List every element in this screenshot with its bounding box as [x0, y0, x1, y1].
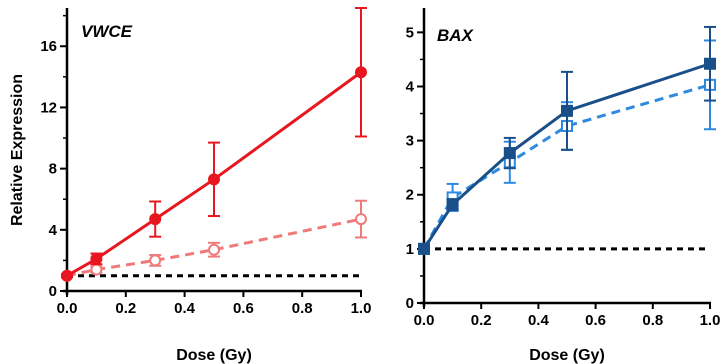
- data-series: [61, 199, 367, 282]
- y-tick-label: 12: [40, 99, 57, 116]
- data-point: [503, 147, 516, 160]
- x-axis-label-vwce: Dose (Gy): [176, 347, 252, 364]
- panel-title-vwce: VWCE: [81, 22, 133, 41]
- data-point: [149, 213, 162, 226]
- data-point: [561, 104, 573, 117]
- data-point: [208, 243, 220, 256]
- y-tick-label: 16: [40, 38, 57, 55]
- x-tick-label: 0.2: [115, 300, 136, 317]
- y-tick-label: 0: [406, 295, 414, 312]
- y-tick-label: 2: [406, 187, 414, 204]
- x-tick-label: 0.6: [233, 300, 254, 317]
- x-tick-label: 0.4: [528, 312, 550, 329]
- x-tick-label: 0.2: [471, 312, 492, 329]
- y-tick-label: 1: [406, 241, 414, 258]
- data-point: [704, 57, 716, 70]
- x-axis-label-bax: Dose (Gy): [529, 347, 605, 364]
- data-point: [418, 242, 430, 255]
- x-tick-label: 0.0: [414, 312, 435, 329]
- x-tick-label: 0.4: [174, 300, 196, 317]
- x-tick-label: 1.0: [700, 312, 721, 329]
- data-point: [208, 173, 220, 186]
- x-tick-label: 0.8: [292, 300, 313, 317]
- data-point: [355, 213, 367, 226]
- x-tick-label: 0.6: [585, 312, 606, 329]
- series-line: [66, 217, 362, 278]
- data-point: [446, 198, 459, 211]
- data-series: [418, 25, 716, 255]
- y-tick-label: 8: [49, 161, 57, 178]
- panel-title-bax: BAX: [437, 26, 475, 45]
- y-tick-label: 3: [406, 133, 414, 150]
- data-point: [90, 252, 103, 265]
- x-tick-label: 1.0: [351, 300, 372, 317]
- chart-panel-bax: BAX Dose (Gy) 0.0 0.2 0.4 0.6 0.8 1.0 0 1 2 3 4 5: [406, 8, 721, 364]
- chart-panel-vwce: VWCE Dose (Gy) Relative Expression 0.0 0.…: [9, 7, 372, 364]
- y-axis-label: Relative Expression: [9, 74, 26, 226]
- y-tick-label: 0: [49, 283, 57, 300]
- y-tick-label: 4: [49, 222, 58, 239]
- data-point: [90, 263, 103, 276]
- data-point: [149, 254, 162, 267]
- y-tick-label: 5: [406, 24, 414, 41]
- data-point: [61, 269, 73, 282]
- x-tick-label: 0.8: [642, 312, 663, 329]
- data-series: [61, 7, 367, 282]
- y-tick-label: 4: [406, 78, 415, 95]
- data-point: [355, 66, 367, 79]
- x-tick-label: 0.0: [57, 300, 78, 317]
